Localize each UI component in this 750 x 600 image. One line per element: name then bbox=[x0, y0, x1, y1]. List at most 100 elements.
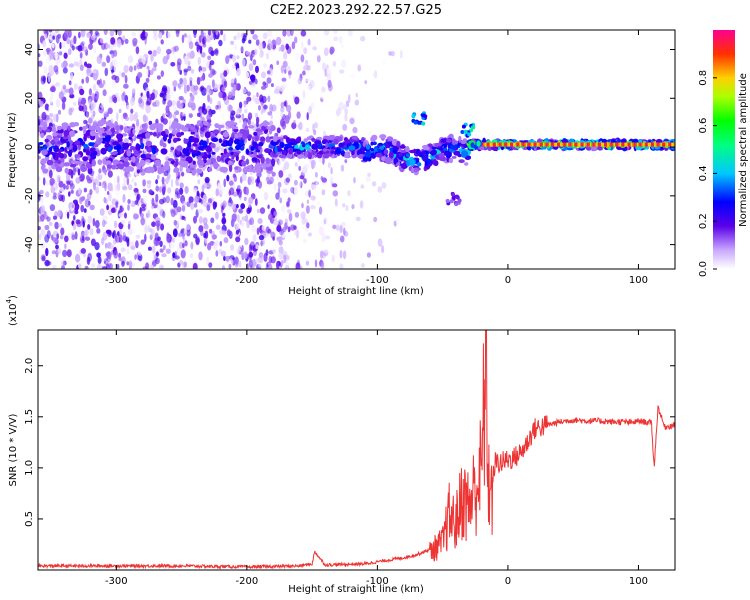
heatmap-cell bbox=[196, 168, 200, 174]
heatmap-cell bbox=[160, 115, 164, 123]
heatmap-cell bbox=[41, 149, 48, 156]
heatmap-cell bbox=[349, 117, 355, 125]
x-tick-label: -300 bbox=[105, 275, 128, 286]
heatmap-cell bbox=[48, 169, 53, 179]
heatmap-cell bbox=[81, 41, 86, 46]
heatmap-cell bbox=[251, 50, 255, 58]
heatmap-cell bbox=[276, 260, 280, 269]
heatmap-cell bbox=[311, 137, 316, 142]
heatmap-cell bbox=[303, 238, 307, 244]
heatmap-cell bbox=[344, 113, 348, 122]
heatmap-cell bbox=[211, 137, 219, 142]
heatmap-cell bbox=[66, 180, 71, 186]
heatmap-cell bbox=[209, 228, 213, 234]
heatmap-cell bbox=[207, 93, 210, 103]
heatmap-cell bbox=[359, 200, 364, 209]
heatmap-cell bbox=[311, 150, 317, 156]
heatmap-cell bbox=[340, 59, 347, 68]
heatmap-cell bbox=[38, 142, 44, 145]
heatmap-cell bbox=[291, 122, 297, 130]
heatmap-cell bbox=[228, 263, 232, 269]
heatmap-cell bbox=[278, 265, 282, 269]
heatmap-cell bbox=[45, 55, 50, 64]
heatmap-cell bbox=[103, 30, 108, 36]
heatmap-cell bbox=[210, 142, 216, 149]
heatmap-cell bbox=[263, 252, 268, 262]
heatmap-cell bbox=[145, 58, 148, 65]
heatmap-cell bbox=[239, 250, 243, 255]
heatmap-cell bbox=[71, 234, 76, 241]
heatmap-cell bbox=[430, 155, 436, 160]
heatmap-cell bbox=[101, 219, 106, 228]
heatmap-cell bbox=[38, 247, 41, 255]
heatmap-cell bbox=[42, 168, 49, 174]
heatmap-cell bbox=[252, 59, 257, 66]
heatmap-cell bbox=[167, 187, 172, 194]
heatmap-cell bbox=[278, 246, 284, 255]
heatmap-cell bbox=[179, 260, 184, 265]
heatmap-cell bbox=[287, 197, 291, 203]
heatmap-cell bbox=[235, 155, 239, 162]
heatmap-cell bbox=[107, 210, 113, 216]
heatmap-x-ticks: -300 -200 -100 0 100 bbox=[105, 30, 648, 286]
heatmap-cell bbox=[381, 182, 387, 189]
heatmap-cell bbox=[273, 183, 277, 191]
heatmap-cell bbox=[102, 180, 107, 186]
heatmap-cell bbox=[170, 209, 176, 218]
heatmap-cell bbox=[165, 248, 171, 254]
heatmap-cell bbox=[257, 218, 263, 224]
heatmap-cell bbox=[277, 181, 282, 188]
heatmap-cell bbox=[672, 142, 675, 147]
heatmap-cell bbox=[254, 162, 262, 170]
heatmap-cell bbox=[290, 139, 296, 143]
heatmap-cell bbox=[101, 43, 106, 50]
heatmap-cell bbox=[126, 261, 130, 266]
heatmap-cell bbox=[238, 208, 244, 214]
heatmap-cell bbox=[335, 224, 340, 231]
heatmap-cell bbox=[208, 262, 213, 268]
heatmap-cell bbox=[84, 61, 88, 67]
heatmap-cell bbox=[421, 113, 426, 118]
heatmap-cell bbox=[66, 249, 72, 258]
heatmap-cell bbox=[45, 129, 51, 133]
heatmap-cell bbox=[189, 167, 195, 171]
heatmap-cell bbox=[268, 255, 273, 264]
heatmap-cell bbox=[244, 50, 249, 57]
heatmap-cell bbox=[38, 60, 43, 67]
heatmap-cell bbox=[267, 39, 272, 46]
heatmap-cell bbox=[434, 142, 441, 147]
heatmap-cell bbox=[461, 124, 466, 129]
heatmap-cell bbox=[86, 67, 92, 77]
heatmap-cell bbox=[243, 100, 247, 108]
x-tick-label: 100 bbox=[629, 275, 648, 286]
heatmap-cell bbox=[258, 252, 264, 259]
heatmap-cell bbox=[145, 262, 150, 269]
heatmap-cell bbox=[381, 245, 385, 254]
heatmap-cell bbox=[200, 152, 205, 157]
heatmap-cell bbox=[301, 41, 304, 50]
heatmap-cell bbox=[230, 244, 235, 251]
heatmap-cell bbox=[348, 145, 356, 151]
heatmap-cell bbox=[74, 209, 79, 215]
heatmap-cell bbox=[41, 242, 45, 249]
heatmap-cell bbox=[311, 184, 317, 190]
heatmap-cell bbox=[318, 206, 323, 215]
snr-x-ticks: -300 -200 -100 0 100 bbox=[105, 330, 648, 587]
heatmap-cell bbox=[263, 104, 268, 110]
heatmap-cell bbox=[286, 222, 291, 227]
heatmap-cell bbox=[190, 202, 195, 210]
heatmap-cell bbox=[290, 186, 295, 194]
heatmap-cell bbox=[132, 128, 136, 135]
heatmap-cell bbox=[464, 162, 469, 166]
heatmap-cell bbox=[216, 155, 220, 161]
heatmap-cell bbox=[205, 89, 212, 96]
heatmap-cell bbox=[272, 135, 278, 143]
heatmap-cell bbox=[110, 244, 115, 250]
heatmap-cell bbox=[332, 61, 337, 67]
heatmap-cell bbox=[38, 226, 41, 231]
heatmap-cell bbox=[246, 91, 251, 97]
heatmap-cell bbox=[276, 60, 280, 66]
heatmap-cell bbox=[57, 209, 62, 217]
heatmap-cell bbox=[421, 150, 426, 156]
heatmap-cell bbox=[108, 42, 114, 51]
